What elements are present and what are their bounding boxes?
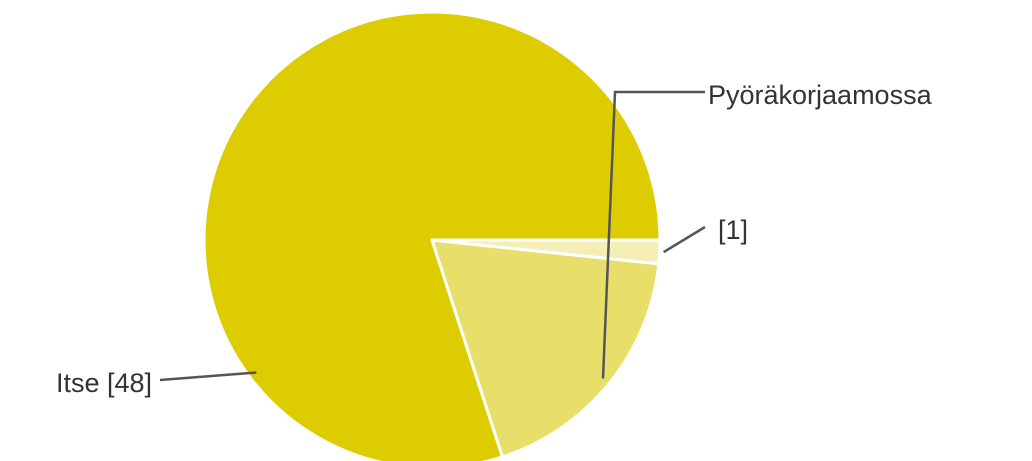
slice-label-1: [1] [718,215,748,245]
pie-slice-itse-48 [202,10,662,461]
leader-line-1 [663,225,706,254]
leader-lines [159,90,706,382]
pie-slice-1 [430,238,662,266]
leader-line-pyorakorjaamossa [601,90,705,379]
pie-slices [202,10,662,461]
slice-labels: Itse [48] Pyöräkorjaamossa [1] [56,80,933,398]
slice-label-itse-48: Itse [48] [56,368,152,398]
pie-slice-pyorakorjaamossa [430,238,661,459]
leader-line-itse-48 [159,371,257,382]
slice-label-pyorakorjaamossa: Pyöräkorjaamossa [708,80,933,110]
